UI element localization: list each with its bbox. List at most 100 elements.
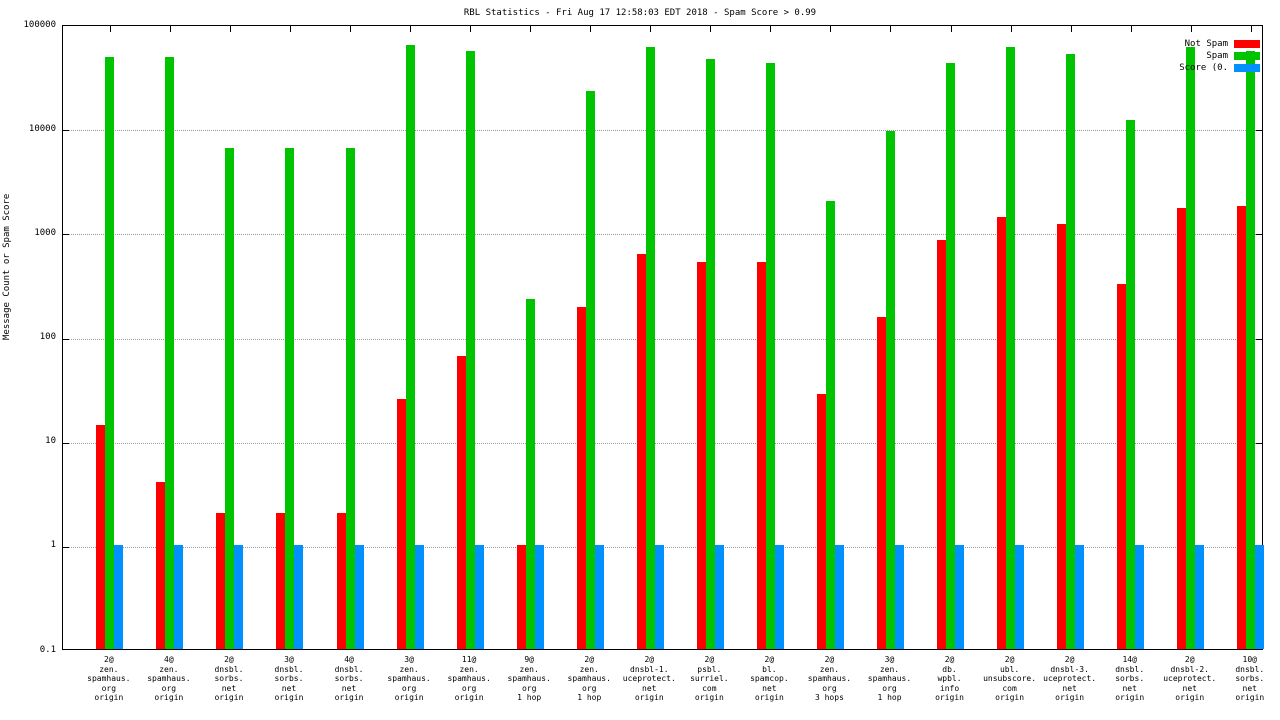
- x-tick-label: 2@ db. wpbl. info origin: [935, 655, 964, 702]
- bar-not-spam: [516, 544, 526, 649]
- x-axis-tick: [289, 26, 291, 32]
- x-tick-label: 11@ zen. spamhaus. org origin: [447, 655, 491, 702]
- x-axis-tick: [710, 26, 712, 32]
- y-tick-label: 1: [50, 540, 56, 551]
- x-axis-tick: [650, 26, 652, 32]
- gridline: [63, 234, 1262, 236]
- x-axis-tick: [109, 26, 111, 32]
- x-tick-label: 3@ dnsbl. sorbs. net origin: [274, 655, 304, 702]
- bar-not-spam: [576, 307, 586, 649]
- bar-spam: [165, 57, 175, 649]
- chart-title: RBL Statistics - Fri Aug 17 12:58:03 EDT…: [463, 8, 817, 18]
- x-tick-label: 2@ zen. spamhaus. org 1 hop: [567, 655, 611, 702]
- y-tick-label: 100000: [23, 19, 56, 30]
- bar-not-spam: [997, 217, 1007, 649]
- legend-swatch: [1234, 40, 1260, 48]
- y-axis-label: Message Count or Spam Score: [2, 193, 12, 340]
- bar-spam: [1126, 119, 1136, 649]
- bar-not-spam: [1177, 208, 1187, 649]
- gridline: [63, 442, 1262, 444]
- bar-score: [1135, 544, 1145, 649]
- x-axis-tick: [470, 26, 472, 32]
- bar-score: [1195, 544, 1205, 649]
- x-axis-tick: [890, 26, 892, 32]
- x-axis-tick: [770, 26, 772, 32]
- bar-spam: [345, 147, 355, 649]
- y-axis-tick: [63, 130, 69, 132]
- bar-not-spam: [396, 399, 406, 649]
- bar-spam: [465, 51, 475, 649]
- y-axis-tick: [63, 546, 69, 548]
- bar-not-spam: [336, 513, 346, 649]
- bar-score: [894, 544, 904, 649]
- x-tick-label: 2@ dnsbl. sorbs. net origin: [214, 655, 244, 702]
- x-tick-label: 10@ dnsbl. sorbs. net origin: [1235, 655, 1265, 702]
- bar-score: [1075, 544, 1085, 649]
- bar-spam: [825, 200, 835, 649]
- x-axis-tick: [1070, 26, 1072, 32]
- bar-score: [474, 544, 484, 649]
- bar-spam: [1066, 53, 1076, 649]
- x-tick-label: 3@ zen. spamhaus. org 1 hop: [867, 655, 912, 702]
- x-tick-label: 9@ zen. spamhaus. org 1 hop: [507, 655, 551, 702]
- bar-not-spam: [1117, 283, 1127, 649]
- y-axis-tick: [63, 442, 69, 444]
- bar-not-spam: [1057, 224, 1067, 649]
- y-axis-tick: [63, 234, 69, 236]
- bar-spam: [946, 63, 956, 649]
- bar-not-spam: [756, 261, 766, 649]
- bar-score: [774, 544, 784, 649]
- bar-score: [654, 544, 664, 649]
- bar-not-spam: [456, 356, 466, 649]
- x-axis-tick: [830, 26, 832, 32]
- y-tick-label: 10000: [28, 123, 56, 134]
- legend-item: Spam: [1179, 50, 1260, 62]
- x-tick-label: 2@ ubl. unsubscore. com origin: [983, 655, 1037, 702]
- bar-score: [955, 544, 965, 649]
- y-tick-label: 100: [39, 332, 56, 342]
- x-axis-tick: [169, 26, 171, 32]
- bar-spam: [1246, 51, 1256, 649]
- bar-spam: [1006, 47, 1016, 649]
- legend-item: Score (0.: [1179, 62, 1260, 74]
- x-tick-label: 14@ dnsbl. sorbs. net origin: [1115, 655, 1145, 702]
- bar-score: [1015, 544, 1025, 649]
- bar-not-spam: [816, 394, 826, 649]
- bar-not-spam: [96, 425, 106, 649]
- x-tick-label: 2@ zen. spamhaus. org origin: [87, 655, 131, 702]
- bar-spam: [705, 59, 715, 649]
- bar-score: [114, 544, 124, 649]
- bar-spam: [285, 147, 295, 649]
- bar-score: [234, 544, 244, 649]
- bar-score: [834, 544, 844, 649]
- x-axis-tick: [410, 26, 412, 32]
- y-axis-tick: [63, 338, 69, 340]
- x-axis-tick: [1190, 26, 1192, 32]
- x-axis-tick: [590, 26, 592, 32]
- y-tick-label: 0.1: [39, 644, 56, 655]
- bar-not-spam: [1237, 205, 1247, 649]
- bar-spam: [405, 44, 415, 649]
- bar-not-spam: [216, 513, 226, 649]
- x-axis-tick: [950, 26, 952, 32]
- bar-spam: [585, 90, 595, 649]
- bar-not-spam: [276, 513, 286, 649]
- x-tick-label: 4@ zen. spamhaus. org origin: [147, 655, 191, 702]
- bar-not-spam: [937, 239, 947, 649]
- bar-score: [594, 544, 604, 649]
- bar-not-spam: [696, 261, 706, 649]
- legend-label: Spam: [1206, 51, 1228, 61]
- x-tick-label: 2@ dnsbl-1. uceprotect. net origin: [622, 655, 676, 702]
- bar-spam: [765, 63, 775, 649]
- y-axis-tick: [1256, 338, 1262, 340]
- legend: Not Spam Spam Score (0.: [1179, 38, 1260, 74]
- legend-item: Not Spam: [1179, 38, 1260, 50]
- y-tick-label: 10: [45, 436, 56, 447]
- x-axis-tick: [229, 26, 231, 32]
- x-tick-label: 2@ dnsbl-2. uceprotect. net origin: [1163, 655, 1217, 702]
- bar-not-spam: [156, 482, 166, 649]
- bar-spam: [225, 147, 235, 649]
- bar-spam: [1186, 47, 1196, 649]
- y-axis-tick: [1256, 234, 1262, 236]
